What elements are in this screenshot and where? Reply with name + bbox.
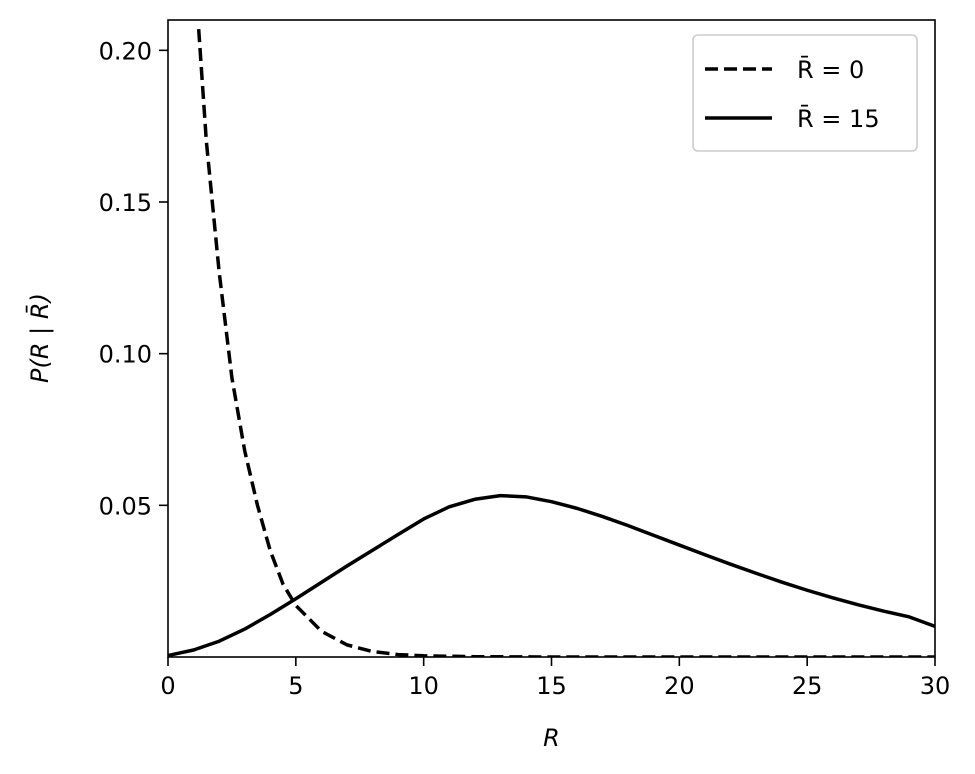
y-tick-label: 0.20: [99, 37, 152, 65]
series-layer: [168, 28, 935, 657]
legend-label-1: R̄ = 0: [797, 55, 864, 84]
x-axis: 0 5 10 15 20 25 30: [160, 657, 950, 700]
x-tick-label: 15: [536, 672, 567, 700]
y-axis-label: P(R | R̄): [25, 293, 54, 383]
x-tick-label: 0: [160, 672, 175, 700]
series-line-1: [196, 28, 935, 657]
legend-box: [692, 34, 918, 152]
series-line-2: [168, 493, 935, 657]
x-tick-label: 20: [664, 672, 695, 700]
x-tick-label: 30: [920, 672, 951, 700]
legend-label-2: R̄ = 15: [797, 104, 880, 133]
y-axis: 0.05 0.10 0.15 0.20: [99, 37, 168, 520]
legend: R̄ = 0 R̄ = 15: [692, 34, 918, 152]
x-axis-label: R: [543, 724, 560, 752]
y-tick-label: 0.10: [99, 341, 152, 369]
x-tick-label: 10: [408, 672, 439, 700]
y-tick-label: 0.05: [99, 492, 152, 520]
y-tick-label: 0.15: [99, 189, 152, 217]
x-tick-label: 5: [288, 672, 303, 700]
x-tick-label: 25: [792, 672, 823, 700]
